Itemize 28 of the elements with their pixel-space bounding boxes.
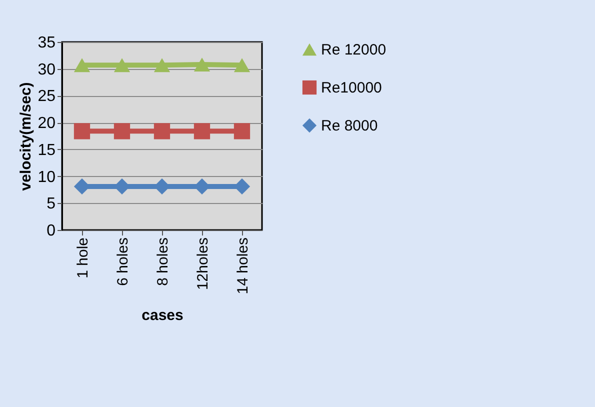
y-tick-label: 10 [38, 168, 56, 186]
point [194, 123, 210, 140]
x-tick-label: 1 hole [74, 238, 92, 278]
x-axis-title: cases [142, 307, 184, 324]
point [234, 58, 250, 72]
y-tick-label: 20 [38, 115, 56, 132]
y-tick-label: 0 [46, 222, 56, 240]
x-tick-label: 12holes [194, 238, 212, 290]
point [234, 123, 250, 140]
point [74, 123, 90, 140]
y-axis-title: velocity(m/sec) [18, 82, 35, 191]
legend-label: Re 12000 [321, 42, 386, 58]
point [194, 58, 210, 72]
legend-label: Re10000 [321, 80, 382, 96]
point [154, 58, 170, 72]
legend-label: Re 8000 [321, 118, 378, 134]
y-tick-label: 25 [38, 88, 56, 106]
point [154, 123, 170, 140]
y-tick-label: 15 [38, 142, 56, 159]
x-tick-label: 6 holes [114, 238, 132, 286]
y-tick-label: 35 [38, 34, 56, 52]
point [74, 58, 90, 72]
y-tick-label: 30 [38, 61, 56, 78]
x-tick-label: 14 holes [234, 238, 252, 294]
point [114, 58, 130, 72]
point [114, 123, 130, 140]
x-tick-label: 8 holes [154, 238, 172, 286]
y-tick-label: 5 [46, 196, 56, 213]
